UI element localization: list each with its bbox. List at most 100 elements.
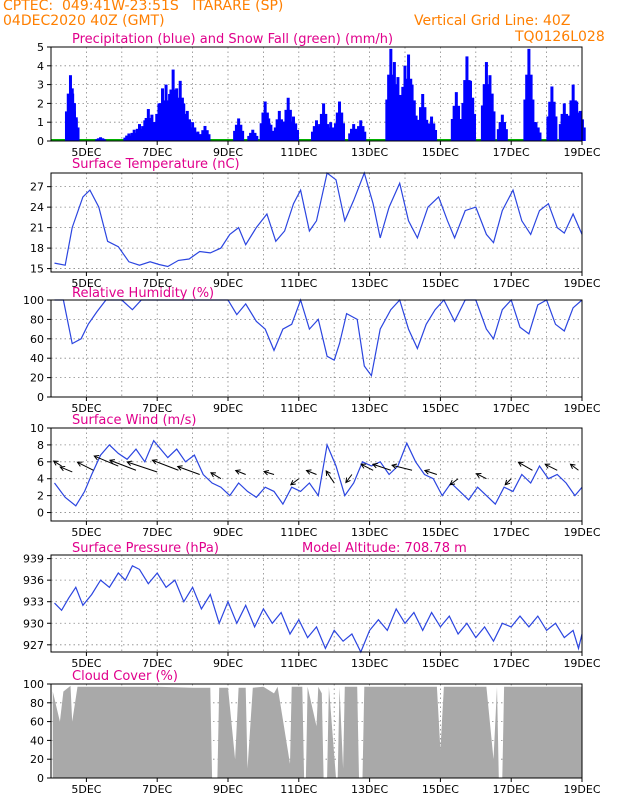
precip-bar [394,94,398,141]
station-header: CPTEC: 049:41W-23:51S ITARARE (SP) [3,0,284,14]
precip-bar [486,93,490,141]
precip-bar [523,99,527,141]
y-tick-label: 20 [30,372,44,385]
x-tick-label: 5DEC [71,402,101,415]
precip-bar [287,130,291,141]
precip-bar [142,126,146,141]
precip-bar [167,108,171,141]
wind-arrow [518,461,533,471]
precip-bar [294,123,298,141]
precip-bar [548,101,552,141]
precip-bar [357,126,361,141]
x-tick-label: 9DEC [213,526,243,539]
panel-title: Surface Pressure (hPa) [72,541,219,556]
x-tick-label: 11DEC [280,657,317,670]
wind-arrow [177,466,200,475]
precip-bar [157,117,161,141]
precip-bar [488,75,492,141]
precip-bar [312,126,316,141]
precip-bar [125,135,129,141]
precip-bar [450,119,454,141]
wind-arrow-head [449,479,456,486]
wind-arrow [210,472,222,480]
x-tick-label: 19DEC [563,402,600,415]
precip-bar [134,133,137,141]
x-tick-label: 13DEC [351,657,388,670]
precip-bar [130,132,134,141]
precip-bar [149,132,153,141]
y-tick-label: 80 [30,313,44,326]
precip-bar [329,122,333,141]
y-tick-label: 18 [30,242,44,255]
precip-bar [289,123,293,141]
x-tick-label: 15DEC [422,783,459,796]
x-tick-label: 19DEC [563,657,600,670]
precip-bar [576,119,580,141]
x-tick-label: 7DEC [142,657,172,670]
y-tick-label: 100 [23,678,44,691]
precip-bar [319,113,323,141]
precip-bar [426,130,430,141]
precip-bar [139,131,143,141]
precip-bar [188,127,192,141]
precip-bar [385,99,389,141]
precip-bar [504,129,508,141]
wind-arrow-head [59,465,66,472]
y-tick-label: 939 [23,553,44,566]
x-tick-label: 9DEC [213,146,243,159]
wind-arrow [152,459,179,471]
wind-arrow [109,459,137,471]
precip-bar [70,119,74,141]
wind-arrow [94,455,119,467]
precip-bar [361,126,365,141]
precip-bar [457,105,461,141]
precip-bar [396,77,400,141]
precip-bar [412,100,416,141]
wind-arrow-head [210,472,216,478]
precip-bar [401,86,405,141]
precip-bar [530,132,534,141]
precip-bar [419,107,422,141]
precip-bar [253,132,257,141]
x-tick-label: 15DEC [422,526,459,539]
x-tick-label: 13DEC [351,146,388,159]
precip-bar [148,122,152,141]
precip-bar [348,133,352,141]
series-line [54,298,583,378]
precip-bar [430,116,434,141]
precip-bar [265,124,269,141]
x-tick-label: 13DEC [351,783,388,796]
precip-bar [280,119,284,141]
precip-bar [169,89,173,141]
precip-bar [271,130,275,141]
precip-bar [174,113,178,141]
panel-title: Precipitation (blue) and Snow Fall (gree… [72,32,393,47]
y-tick-label: 4 [37,473,44,486]
precip-bar [392,112,396,141]
precip-bar [525,74,529,141]
precip-bar [181,127,185,141]
precip-bar [571,123,575,141]
precip-bar [165,107,169,141]
precip-bar [565,113,568,141]
y-tick-label: 5 [37,41,44,54]
model-label: TQ0126L028 [515,29,605,45]
x-tick-label: 13DEC [351,402,388,415]
x-tick-label: 19DEC [563,146,600,159]
precip-bar [207,134,211,141]
y-tick-label: 0 [37,391,44,404]
precip-bar [144,117,148,141]
y-tick-label: 8 [37,439,44,452]
precip-bar [414,115,418,141]
wind-arrow-head [517,461,524,467]
series-line [54,439,583,507]
wind-arrow-head [504,479,511,486]
precip-bar [255,135,259,141]
precip-bar [315,120,318,141]
precip-bar [72,110,76,141]
precip-bar [410,84,414,141]
wind-arrow [504,478,512,486]
precip-bar [205,130,209,141]
y-tick-label: 6 [37,456,44,469]
precip-bar [408,100,412,141]
